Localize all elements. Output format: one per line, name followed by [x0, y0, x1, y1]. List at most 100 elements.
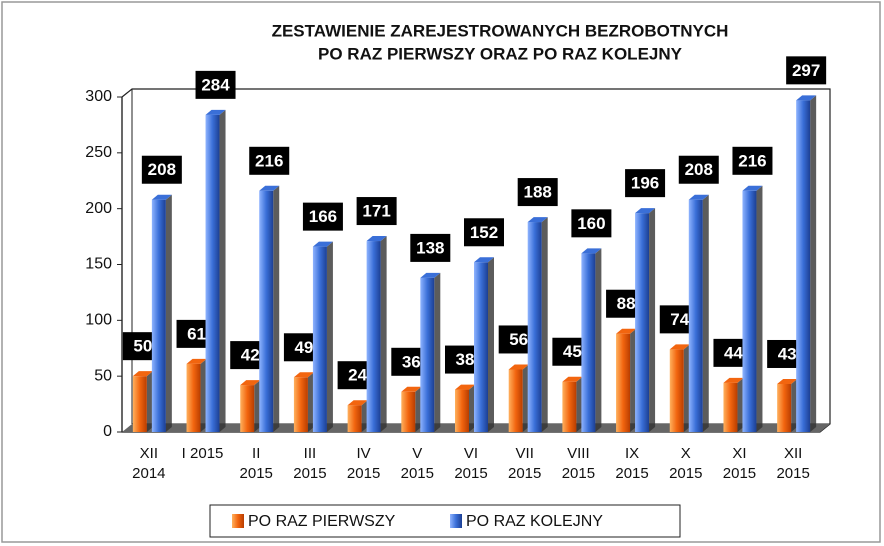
legend-label: PO RAZ PIERWSZY	[248, 513, 396, 530]
data-label: 297	[792, 61, 820, 80]
bar-top	[581, 248, 602, 254]
x-tick-label: 2015	[347, 465, 380, 482]
bar	[347, 405, 362, 432]
data-label-box	[678, 155, 719, 184]
x-tick-label: III	[304, 445, 317, 462]
bar-top	[635, 208, 656, 214]
bar	[132, 376, 147, 432]
data-label: 138	[416, 238, 444, 257]
bar-top	[240, 380, 261, 386]
y-tick-label: 200	[85, 200, 112, 217]
data-label: 216	[255, 151, 283, 170]
data-label: 152	[470, 223, 498, 242]
bar-side	[595, 248, 602, 432]
bar	[669, 349, 684, 432]
bar-top	[186, 358, 207, 364]
legend-box	[209, 504, 681, 538]
data-label-box	[517, 178, 558, 207]
data-label-box	[464, 218, 504, 247]
y-tick-label: 150	[85, 256, 112, 273]
x-tick-label: XII	[784, 445, 802, 462]
data-label: 171	[362, 202, 390, 221]
bar-top	[455, 384, 475, 390]
bar-top	[669, 344, 690, 350]
data-label-box	[732, 146, 773, 175]
y-tick-label: 100	[85, 312, 112, 329]
bar	[796, 100, 811, 432]
data-label: 43	[778, 344, 797, 363]
bar-top	[293, 372, 314, 378]
bar-side	[702, 194, 709, 432]
legend-swatch	[232, 514, 244, 528]
bar-side	[361, 400, 368, 432]
data-label: 160	[577, 214, 605, 233]
bar-side	[307, 372, 314, 432]
data-label: 208	[685, 160, 713, 179]
bar-side	[415, 386, 422, 432]
x-tick-label: II	[252, 445, 260, 462]
x-tick-label: VI	[464, 445, 478, 462]
data-label-box	[786, 56, 827, 85]
y-tick-label: 50	[94, 367, 112, 384]
bar	[777, 383, 792, 432]
bar-side	[200, 358, 207, 432]
bar-side	[630, 328, 637, 432]
bar	[742, 190, 757, 432]
bar-top	[723, 377, 744, 383]
bar-top	[401, 386, 422, 392]
data-label: 49	[294, 338, 313, 357]
bar-side	[165, 194, 172, 432]
bar-side	[541, 217, 548, 432]
bar-side	[380, 236, 387, 432]
data-label: 216	[738, 151, 766, 170]
bar-side	[434, 272, 441, 432]
data-label-box	[571, 209, 612, 238]
x-tick-label: 2014	[132, 465, 165, 482]
x-tick-label: 2015	[669, 465, 702, 482]
bar	[562, 381, 577, 432]
bar	[688, 199, 703, 432]
data-label-box	[302, 202, 343, 231]
bar-side	[522, 364, 529, 432]
chart-title: PO RAZ PIERWSZY ORAZ PO RAZ KOLEJNY	[318, 44, 683, 63]
x-tick-label: X	[681, 445, 691, 462]
bar-side	[737, 377, 744, 432]
legend-label: PO RAZ KOLEJNY	[466, 513, 603, 530]
x-tick-label: 2015	[240, 465, 273, 482]
bar	[259, 190, 274, 432]
bar	[420, 277, 435, 432]
x-tick-label: IV	[357, 445, 371, 462]
bar-side	[576, 376, 583, 432]
bar-top	[312, 241, 333, 247]
bar	[474, 262, 488, 432]
x-tick-label: 2015	[562, 465, 595, 482]
bar-top	[688, 194, 709, 200]
data-label-box	[356, 197, 397, 226]
bar-top	[508, 364, 529, 370]
data-label: 284	[201, 75, 230, 94]
bar-side	[326, 241, 333, 432]
bar-side	[756, 185, 763, 432]
bar-side	[469, 384, 475, 432]
bar-side	[683, 344, 690, 432]
x-tick-label: XII	[140, 445, 158, 462]
bar-side	[488, 257, 494, 432]
bar	[205, 114, 220, 432]
data-label-box	[141, 155, 182, 184]
data-label-box	[625, 169, 666, 198]
bar-top	[132, 371, 153, 377]
bar	[151, 199, 166, 432]
x-tick-label: I 2015	[182, 445, 224, 462]
data-label: 42	[241, 346, 260, 365]
bar	[635, 213, 650, 432]
x-tick-label: 2015	[454, 465, 487, 482]
data-label: 50	[133, 337, 152, 356]
bar	[455, 389, 469, 432]
x-tick-label: V	[412, 445, 422, 462]
bar	[293, 377, 308, 432]
bar-top	[796, 95, 817, 101]
y-tick-label: 300	[85, 88, 112, 105]
data-label: 56	[509, 330, 528, 349]
data-label: 38	[456, 350, 475, 369]
